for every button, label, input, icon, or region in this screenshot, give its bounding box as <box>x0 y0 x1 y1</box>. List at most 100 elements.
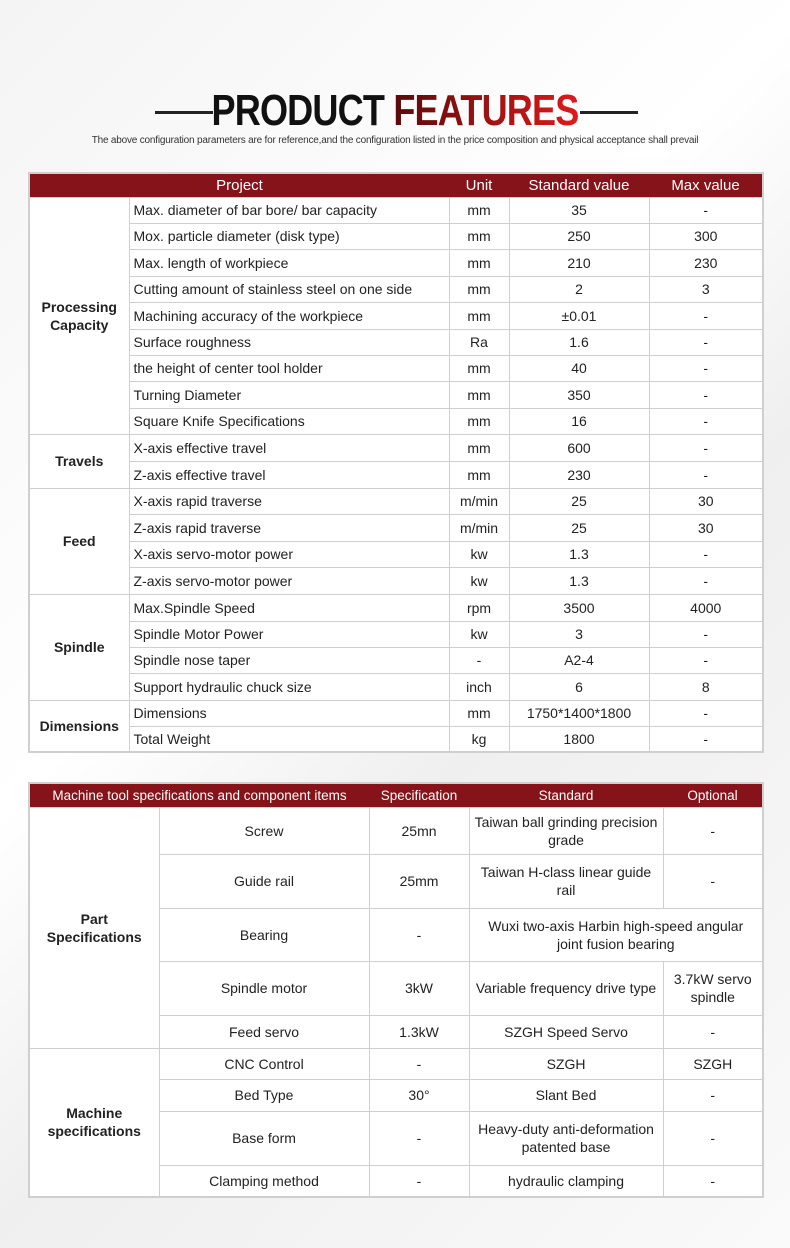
table-row: Spindle nose taper - A2-4- <box>29 646 764 674</box>
cell-item: Total Weight <box>128 725 450 753</box>
cell-max: - <box>648 566 764 595</box>
header-unit: Unit <box>449 173 509 197</box>
header-items: Machine tool specifications and componen… <box>29 783 370 807</box>
cell-max: - <box>648 699 764 727</box>
cell-max: - <box>648 354 764 382</box>
cell-standard: 16 <box>508 407 650 435</box>
cell-standard: Wuxi two-axis Harbin high-speed angular … <box>468 907 764 962</box>
table-row: Square Knife Specifications mm 16- <box>29 407 764 435</box>
cell-unit: m/min <box>448 487 510 515</box>
cell-item: CNC Control <box>158 1047 370 1080</box>
table-row: Part Specifications Screw 25mn Taiwan ball … <box>28 806 764 1049</box>
page-title: PRODUCT FEATURES <box>211 86 579 135</box>
cell-max: - <box>662 1110 764 1166</box>
cell-unit: mm <box>448 196 510 224</box>
cell-item: Max.Spindle Speed <box>128 593 450 622</box>
cell-item: X-axis servo-motor power <box>128 540 450 568</box>
cell-item: Z-axis effective travel <box>128 460 450 489</box>
table-row: Dimensions Dimensions mm 1750*1400*1800- <box>28 699 764 753</box>
product-parameters-table: Project Unit Standard value Max value Pr… <box>28 172 764 753</box>
cell-max: - <box>662 1014 764 1049</box>
cell-item: the height of center tool holder <box>128 354 450 382</box>
cell-item: Spindle motor <box>158 960 370 1016</box>
cell-standard: 600 <box>508 433 650 462</box>
cell-item: Guide rail <box>158 853 370 909</box>
cell-unit: 25mn <box>368 806 470 855</box>
cell-unit: mm <box>448 699 510 727</box>
cell-item: Z-axis rapid traverse <box>128 513 450 542</box>
header-standard: Standard <box>469 783 664 807</box>
table-row: Cutting amount of stainless steel on one… <box>29 275 764 303</box>
table-row: Support hydraulic chuck size inch 6 8 <box>29 672 764 701</box>
cell-max: 30 <box>648 487 764 515</box>
table-row: Machining accuracy of the workpiece mm ±0.… <box>29 301 764 330</box>
cell-max: - <box>648 540 764 568</box>
cell-unit: - <box>448 646 510 674</box>
cell-item: Z-axis servo-motor power <box>128 566 450 595</box>
header-specification: Specification <box>369 783 470 807</box>
cell-item: X-axis effective travel <box>128 433 450 462</box>
cell-unit: - <box>368 907 470 962</box>
cell-item: Max. diameter of bar bore/ bar capacity <box>128 196 450 224</box>
cell-max: 230 <box>648 248 764 277</box>
cell-unit: - <box>368 1164 470 1198</box>
cell-unit: rpm <box>448 593 510 622</box>
cell-item: Spindle Motor Power <box>128 620 450 648</box>
cell-unit: mm <box>448 301 510 330</box>
cell-item: Support hydraulic chuck size <box>128 672 450 701</box>
cell-standard: 2 <box>508 275 650 303</box>
cell-unit: mm <box>448 222 510 250</box>
group-label: Processing Capacity <box>28 196 130 435</box>
cell-item: Bed Type <box>158 1078 370 1112</box>
cell-standard: A2-4 <box>508 646 650 674</box>
cell-standard: 25 <box>508 487 650 515</box>
table-header-row: Machine tool specifications and componen… <box>29 783 764 807</box>
cell-max: - <box>648 646 764 674</box>
cell-item: Surface roughness <box>128 328 450 356</box>
cell-standard: SZGH <box>468 1047 664 1080</box>
cell-item: Square Knife Specifications <box>128 407 450 435</box>
cell-unit: mm <box>448 460 510 489</box>
cell-unit: mm <box>448 380 510 409</box>
cell-max: - <box>648 407 764 435</box>
cell-unit: kg <box>448 725 510 753</box>
cell-max: - <box>648 460 764 489</box>
subtitle: The above configuration parameters are f… <box>91 135 699 146</box>
cell-unit: kw <box>448 566 510 595</box>
cell-standard: SZGH Speed Servo <box>468 1014 664 1049</box>
cell-standard: 1800 <box>508 725 650 753</box>
cell-unit: 25mm <box>368 853 470 909</box>
cell-standard: Taiwan H-class linear guide rail <box>468 853 664 909</box>
table-row: Travels X-axis effective travel mm 600- <box>28 433 764 489</box>
cell-standard: 350 <box>508 380 650 409</box>
table-row: Feed X-axis rapid traverse m/min 25 30 <box>28 487 764 595</box>
group-label: Feed <box>28 487 130 595</box>
table-row: Total Weight kg 1800- <box>29 725 764 753</box>
cell-unit: - <box>368 1110 470 1166</box>
cell-standard: 3500 <box>508 593 650 622</box>
cell-max: - <box>662 1078 764 1112</box>
table-header-row: Project Unit Standard value Max value <box>29 173 763 197</box>
cell-unit: mm <box>448 433 510 462</box>
cell-max: - <box>648 328 764 356</box>
table-row: Bearing - Wuxi two-axis Harbin high-speed … <box>29 907 764 962</box>
table-row: Spindle Motor Power kw 3- <box>29 620 764 648</box>
table-row: Machine specifications CNC Control - SZGH SZ… <box>28 1047 764 1198</box>
cell-standard: 210 <box>508 248 650 277</box>
header-max-value: Max value <box>649 173 763 197</box>
header-optional: Optional <box>663 783 764 807</box>
cell-standard: Taiwan ball grinding precision grade <box>468 806 664 855</box>
group-label: Dimensions <box>28 699 130 753</box>
cell-unit: mm <box>448 354 510 382</box>
cell-max: 4000 <box>648 593 764 622</box>
cell-standard: 1750*1400*1800 <box>508 699 650 727</box>
cell-standard: 3 <box>508 620 650 648</box>
cell-item: Max. length of workpiece <box>128 248 450 277</box>
cell-standard: Heavy-duty anti-deformation patented bas… <box>468 1110 664 1166</box>
cell-max: - <box>648 620 764 648</box>
cell-max: - <box>648 380 764 409</box>
cell-unit: 3kW <box>368 960 470 1016</box>
cell-max: - <box>648 301 764 330</box>
cell-max: - <box>662 1164 764 1198</box>
table-row: Base form - Heavy-duty anti-deformation pa… <box>29 1110 764 1166</box>
